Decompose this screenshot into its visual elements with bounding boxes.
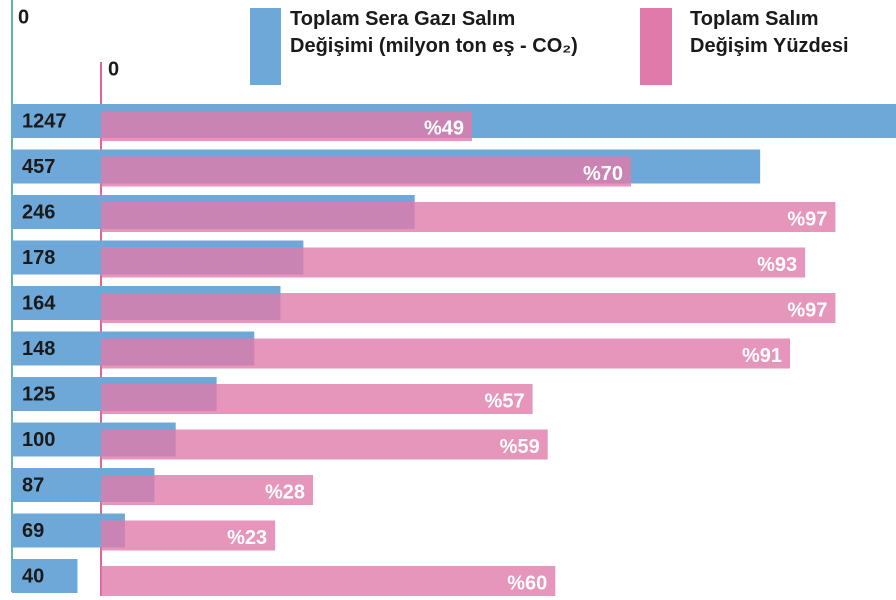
bar xyxy=(101,384,533,414)
value-label: 100 xyxy=(22,429,55,451)
value-label: %97 xyxy=(787,208,827,230)
value-label: 69 xyxy=(22,520,44,542)
bar xyxy=(101,338,790,369)
value-label: %70 xyxy=(583,163,623,185)
value-label: %57 xyxy=(485,390,525,412)
value-label: 40 xyxy=(22,565,44,587)
bar xyxy=(101,475,313,505)
bar xyxy=(101,156,631,187)
bar xyxy=(12,559,78,593)
value-label: %60 xyxy=(507,572,547,594)
legend-swatch xyxy=(250,8,281,85)
value-label: 246 xyxy=(22,201,55,223)
value-label: %93 xyxy=(757,254,797,276)
value-label: 87 xyxy=(22,474,44,496)
value-label: %49 xyxy=(424,117,464,139)
value-label: 1247 xyxy=(22,110,67,132)
bar xyxy=(101,111,472,141)
bar xyxy=(101,520,276,551)
legend-label: Toplam Salım Değişim Yüzdesi xyxy=(690,8,849,57)
value-label: 457 xyxy=(22,156,55,178)
bar xyxy=(101,566,556,596)
bar xyxy=(101,429,548,460)
value-label: 125 xyxy=(22,383,55,405)
value-label: 148 xyxy=(22,338,55,360)
value-label: %28 xyxy=(265,481,305,503)
legend-swatch xyxy=(640,8,672,85)
legend-label: Toplam Sera Gazı Salım Değişimi (milyon … xyxy=(290,8,578,57)
value-label: %91 xyxy=(742,345,782,367)
bar xyxy=(101,293,836,323)
bar xyxy=(101,202,836,232)
value-label: 178 xyxy=(22,247,55,269)
x2-tick-label: 0 xyxy=(108,58,119,80)
value-label: %23 xyxy=(227,527,267,549)
value-label: %97 xyxy=(787,299,827,321)
x-tick-label: 0 xyxy=(18,6,29,28)
value-label: %59 xyxy=(500,436,540,458)
value-label: 164 xyxy=(22,292,56,314)
bar xyxy=(101,247,806,278)
